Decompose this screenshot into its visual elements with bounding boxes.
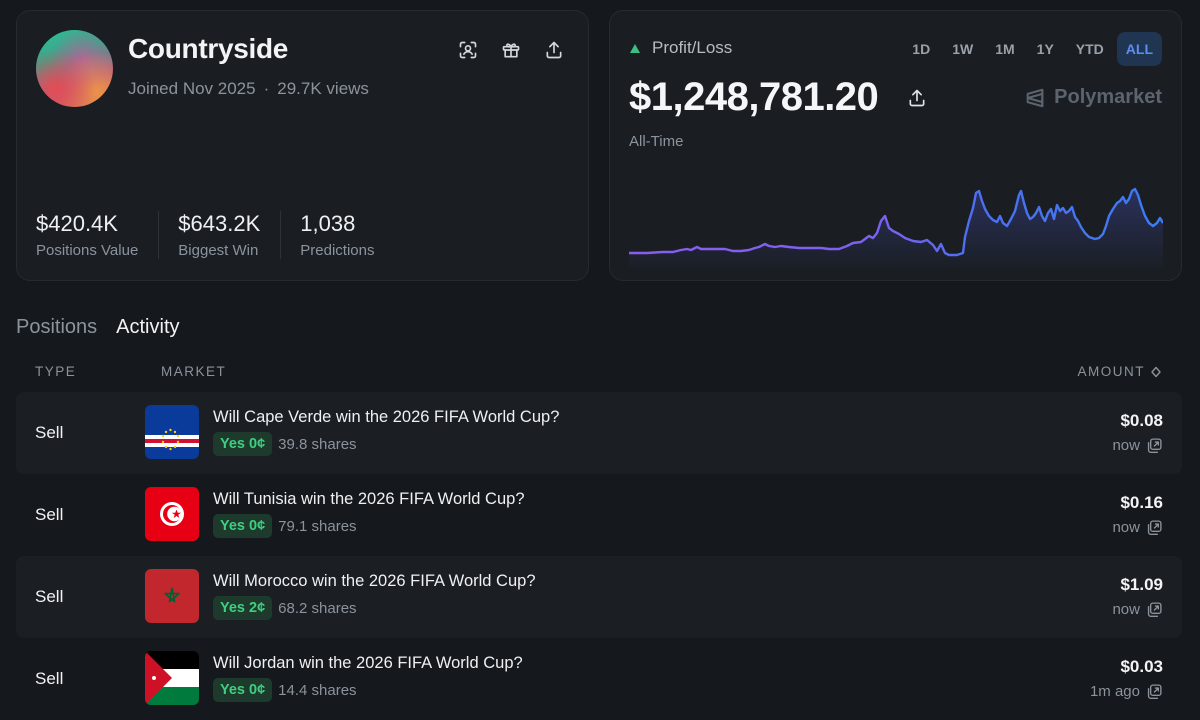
profile-card: Countryside Joined Nov 2025 · 29.7K views … <box>16 10 589 281</box>
range-1m[interactable]: 1M <box>995 41 1015 57</box>
row-time-label: now <box>1112 519 1140 536</box>
profile-meta: Joined Nov 2025 · 29.7K views <box>128 79 369 99</box>
stat-biggest-win: $643.2K Biggest Win <box>178 211 282 259</box>
jordan-flag-icon <box>145 651 199 705</box>
row-time-label: 1m ago <box>1089 683 1140 700</box>
column-header-amount-label: AMOUNT <box>1077 364 1145 379</box>
outcome-badge: Yes 0¢ <box>213 678 273 702</box>
username: Countryside <box>128 33 289 64</box>
market-title[interactable]: Will Morocco win the 2026 FIFA World Cup… <box>213 572 536 590</box>
tab-bar: Positions Activity <box>16 316 180 339</box>
meta-separator: · <box>263 79 270 98</box>
range-1y[interactable]: 1Y <box>1036 41 1054 57</box>
cape-verde-flag-icon <box>145 405 199 459</box>
stat-positions-value: $420.4K Positions Value <box>36 211 160 259</box>
market-title[interactable]: Will Cape Verde win the 2026 FIFA World … <box>213 408 560 426</box>
avatar[interactable] <box>36 30 113 107</box>
pnl-card: Profit/Loss 1D 1W 1M 1Y YTD ALL $1,248,7… <box>609 10 1182 281</box>
brand-logo: Polymarket <box>1024 86 1162 109</box>
stat-value: $420.4K <box>36 211 118 236</box>
share-count: 39.8 shares <box>278 435 357 453</box>
row-time[interactable]: now <box>1112 437 1163 454</box>
range-all[interactable]: ALL <box>1116 32 1162 66</box>
row-amount: $0.16 <box>1120 493 1163 512</box>
stat-label: Predictions <box>300 242 375 259</box>
morocco-flag-icon <box>145 569 199 623</box>
polymarket-icon <box>1026 88 1044 107</box>
brand-name: Polymarket <box>1054 86 1162 108</box>
tab-activity[interactable]: Activity <box>116 316 180 338</box>
stat-label: Positions Value <box>36 242 139 259</box>
sort-icon <box>1151 366 1161 377</box>
range-1w[interactable]: 1W <box>952 41 974 57</box>
share-count: 79.1 shares <box>278 517 357 535</box>
stat-label: Biggest Win <box>178 242 259 259</box>
share-count: 14.4 shares <box>278 681 357 699</box>
share-icon[interactable] <box>541 37 566 62</box>
external-link-icon <box>1147 684 1162 699</box>
tab-positions[interactable]: Positions <box>16 316 98 338</box>
row-time[interactable]: now <box>1112 601 1163 618</box>
row-time[interactable]: now <box>1112 519 1163 536</box>
pnl-header: Profit/Loss <box>630 38 732 58</box>
range-1d[interactable]: 1D <box>912 41 931 57</box>
profile-stats: $420.4K Positions Value $643.2K Biggest … <box>36 211 413 259</box>
activity-row[interactable]: Sell Will Jordan win the 2026 FIFA World… <box>16 638 1182 720</box>
external-link-icon <box>1147 438 1162 453</box>
triangle-up-icon <box>630 43 640 53</box>
column-header-type: TYPE <box>35 364 77 379</box>
share-pnl-icon[interactable] <box>904 85 929 110</box>
column-header-amount[interactable]: AMOUNT <box>1078 364 1163 379</box>
activity-list: Sell Will Cape Verde win the 2026 FIFA W… <box>16 392 1182 720</box>
row-type: Sell <box>35 423 64 442</box>
range-selector: 1D 1W 1M 1Y YTD ALL <box>903 32 1162 66</box>
row-time[interactable]: 1m ago <box>1090 683 1163 700</box>
outcome-badge: Yes 2¢ <box>213 596 273 620</box>
profile-actions <box>455 37 566 62</box>
row-time-label: now <box>1112 601 1140 618</box>
row-meta: Yes 0¢ 79.1 shares <box>213 514 357 538</box>
scan-icon[interactable] <box>455 37 480 62</box>
row-type: Sell <box>35 587 64 606</box>
pnl-period: All-Time <box>629 133 684 150</box>
outcome-badge: Yes 0¢ <box>213 514 273 538</box>
row-amount: $0.08 <box>1120 411 1163 430</box>
stat-predictions: 1,038 Predictions <box>300 211 394 259</box>
pnl-area <box>629 189 1163 271</box>
external-link-icon <box>1147 602 1162 617</box>
gift-icon[interactable] <box>498 37 523 62</box>
market-title[interactable]: Will Jordan win the 2026 FIFA World Cup? <box>213 654 523 672</box>
tunisia-flag-icon <box>145 487 199 541</box>
pnl-label: Profit/Loss <box>652 38 733 57</box>
row-meta: Yes 0¢ 14.4 shares <box>213 678 357 702</box>
activity-row[interactable]: Sell Will Tunisia win the 2026 FIFA Worl… <box>16 474 1182 556</box>
view-count: 29.7K views <box>277 79 369 98</box>
row-amount: $1.09 <box>1120 575 1163 594</box>
external-link-icon <box>1147 520 1162 535</box>
column-header-market: MARKET <box>161 364 227 379</box>
pnl-amount: $1,248,781.20 <box>629 75 879 119</box>
joined-date: Joined Nov 2025 <box>128 79 256 98</box>
pnl-line <box>629 187 1163 257</box>
row-time-label: now <box>1112 437 1140 454</box>
stat-value: $643.2K <box>178 211 261 236</box>
share-count: 68.2 shares <box>278 599 357 617</box>
activity-row[interactable]: Sell Will Cape Verde win the 2026 FIFA W… <box>16 392 1182 474</box>
outcome-badge: Yes 0¢ <box>213 432 273 456</box>
range-ytd[interactable]: YTD <box>1075 41 1104 57</box>
row-meta: Yes 0¢ 39.8 shares <box>213 432 357 456</box>
pnl-chart <box>629 187 1163 271</box>
row-type: Sell <box>35 669 64 688</box>
stat-value: 1,038 <box>300 211 356 236</box>
market-title[interactable]: Will Tunisia win the 2026 FIFA World Cup… <box>213 490 525 508</box>
activity-row[interactable]: Sell Will Morocco win the 2026 FIFA Worl… <box>16 556 1182 638</box>
row-amount: $0.03 <box>1120 657 1163 676</box>
row-meta: Yes 2¢ 68.2 shares <box>213 596 357 620</box>
row-type: Sell <box>35 505 64 524</box>
